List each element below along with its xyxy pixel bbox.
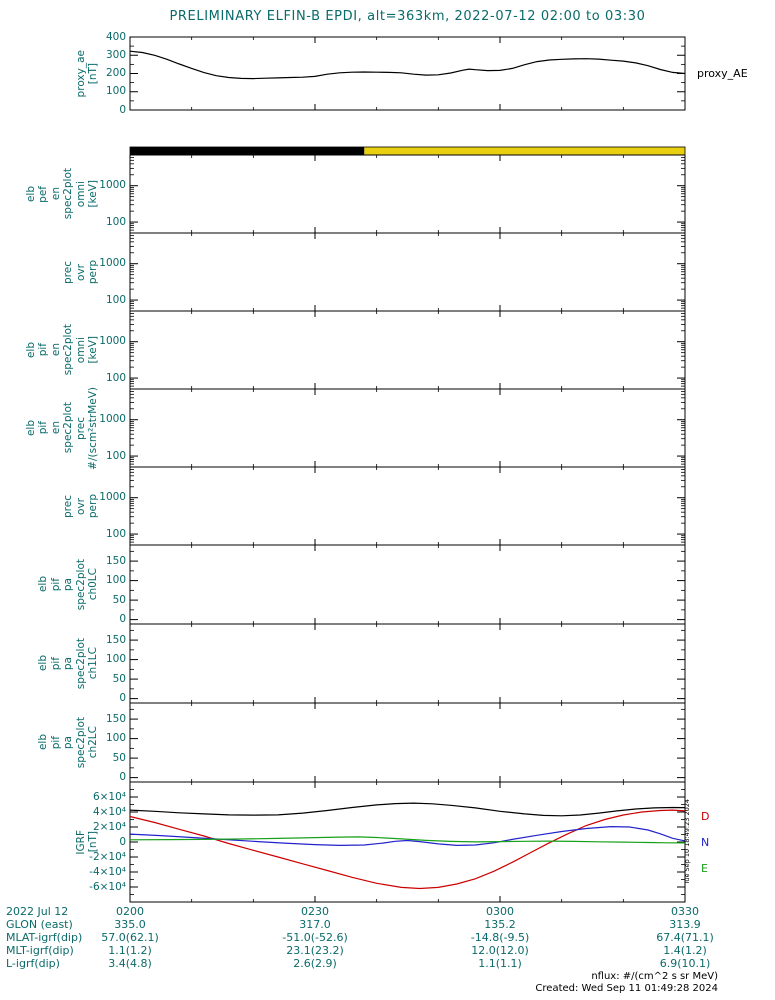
series-E — [129, 836, 686, 844]
panel-elb_pif_pa_ch0lc — [129, 544, 686, 625]
panel-proxy_ae — [129, 36, 686, 111]
panel-elb_pef_en_omni — [129, 154, 686, 234]
nflux-units-note: nflux: #/(cm^2 s sr MeV) — [591, 971, 718, 982]
page-title: PRELIMINARY ELFIN-B EPDI, alt=363km, 202… — [169, 9, 646, 24]
panel-pef_prec_ovr_perp — [129, 232, 686, 312]
created-timestamp: Created: Wed Sep 11 01:49:28 2024 — [535, 983, 718, 994]
series-B — [129, 802, 686, 817]
panel-elb_pif_en_omni — [129, 310, 686, 390]
panel-pif_prec_ovr_perp — [129, 466, 686, 546]
series-proxy_AE — [129, 50, 686, 80]
fast-segment-bar — [129, 146, 686, 156]
panel-igrf — [129, 781, 686, 903]
series-D — [129, 809, 686, 890]
panel-elb_pif_pa_ch2lc — [129, 702, 686, 783]
series-N — [129, 825, 686, 847]
panel-elb_pif_en_prec — [129, 388, 686, 468]
panel-elb_pif_pa_ch1lc — [129, 623, 686, 704]
